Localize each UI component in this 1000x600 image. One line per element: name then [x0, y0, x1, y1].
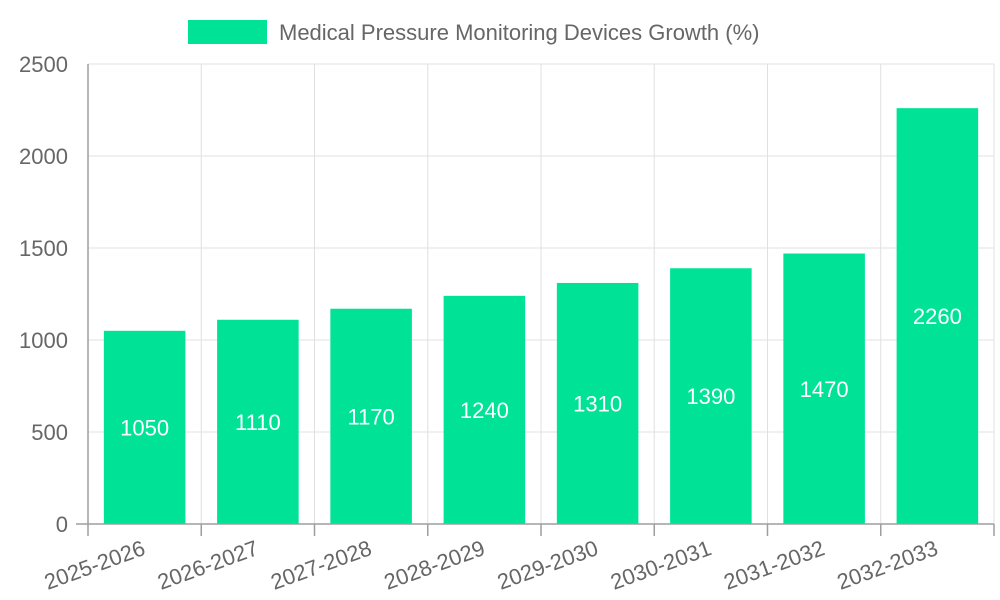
legend[interactable]: Medical Pressure Monitoring Devices Grow…: [188, 20, 760, 45]
bar-value-label: 1170: [347, 404, 394, 429]
bar[interactable]: [783, 253, 865, 524]
y-tick-label: 1500: [19, 236, 68, 261]
x-tick-label: 2025-2026: [41, 535, 148, 594]
legend-swatch[interactable]: [188, 20, 267, 44]
x-tick-label: 2028-2029: [381, 535, 488, 594]
bar[interactable]: [670, 268, 752, 524]
bar-value-label: 2260: [913, 304, 962, 329]
bar-value-label: 1110: [235, 410, 281, 435]
x-tick-label: 2032-2033: [834, 535, 941, 594]
x-tick-label: 2031-2032: [720, 535, 827, 594]
x-tick-label: 2026-2027: [154, 535, 261, 594]
bar[interactable]: [443, 295, 526, 524]
legend-label[interactable]: Medical Pressure Monitoring Devices Grow…: [279, 20, 760, 45]
bar-value-label: 1240: [460, 398, 509, 423]
bar[interactable]: [217, 319, 299, 524]
y-tick-label: 500: [31, 420, 68, 445]
bar-value-label: 1390: [686, 384, 735, 409]
bar-value-label: 1470: [800, 377, 849, 402]
x-tick-label: 2027-2028: [267, 535, 374, 594]
x-tick-label: 2029-2030: [494, 535, 601, 594]
y-tick-label: 2000: [19, 144, 68, 169]
y-tick-label: 1000: [19, 328, 68, 353]
bar[interactable]: [103, 330, 186, 524]
data-labels: 1050 1110 1170 1240 1310 1390 1470 2260: [120, 304, 962, 440]
bars: [103, 108, 979, 524]
x-tick-label: 2030-2031: [607, 535, 714, 594]
y-tick-label: 2500: [19, 52, 68, 77]
bar[interactable]: [556, 282, 639, 524]
bar-value-label: 1050: [120, 415, 169, 440]
bar[interactable]: [896, 108, 979, 524]
bar-value-label: 1310: [573, 391, 622, 416]
y-tick-label: 0: [56, 512, 68, 537]
bar[interactable]: [330, 308, 412, 524]
